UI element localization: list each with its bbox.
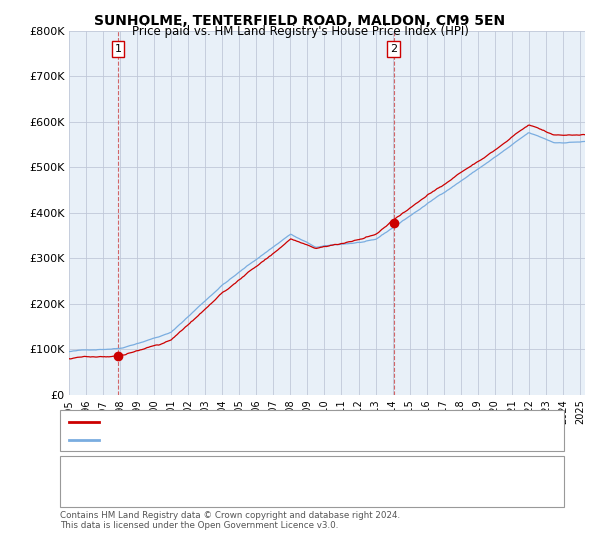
Text: £378,000: £378,000 bbox=[282, 488, 335, 498]
Text: 2: 2 bbox=[390, 44, 397, 54]
Text: 17-NOV-1997: 17-NOV-1997 bbox=[99, 465, 173, 475]
Text: SUNHOLME, TENTERFIELD ROAD, MALDON, CM9 5EN: SUNHOLME, TENTERFIELD ROAD, MALDON, CM9 … bbox=[94, 14, 506, 28]
Text: 25% ↓ HPI: 25% ↓ HPI bbox=[408, 465, 467, 475]
Text: £85,000: £85,000 bbox=[282, 465, 328, 475]
Text: 22-JAN-2014: 22-JAN-2014 bbox=[99, 488, 169, 498]
Text: 1: 1 bbox=[115, 44, 122, 54]
Text: HPI: Average price, detached house, Maldon: HPI: Average price, detached house, Mald… bbox=[105, 435, 326, 445]
Text: SUNHOLME, TENTERFIELD ROAD, MALDON, CM9 5EN (detached house): SUNHOLME, TENTERFIELD ROAD, MALDON, CM9 … bbox=[105, 417, 460, 427]
Text: Contains HM Land Registry data © Crown copyright and database right 2024.
This d: Contains HM Land Registry data © Crown c… bbox=[60, 511, 400, 530]
Text: 1: 1 bbox=[70, 465, 77, 475]
Text: 12% ↑ HPI: 12% ↑ HPI bbox=[408, 488, 467, 498]
Text: 2: 2 bbox=[70, 488, 77, 498]
Text: Price paid vs. HM Land Registry's House Price Index (HPI): Price paid vs. HM Land Registry's House … bbox=[131, 25, 469, 38]
